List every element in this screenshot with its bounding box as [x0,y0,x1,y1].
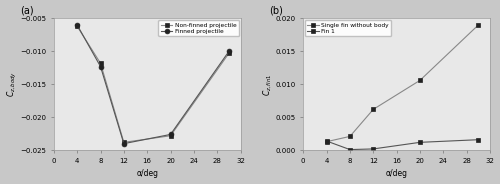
Fin 1 [324,140,330,142]
Legend: Single fin without body, Fin 1: Single fin without body, Fin 1 [305,20,392,36]
Non-finned projectile [121,141,127,144]
Fin 1 [417,141,423,144]
Text: (b): (b) [270,6,283,16]
X-axis label: α/deg: α/deg [136,169,158,178]
Fin 1 [347,148,353,151]
Finned projectile [98,66,103,68]
Single fin without body [370,108,376,110]
Legend: Non-finned projectile, Finned projectile: Non-finned projectile, Finned projectile [158,20,239,36]
Line: Fin 1: Fin 1 [324,137,481,152]
Single fin without body [347,135,353,137]
Non-finned projectile [226,52,232,54]
Single fin without body [417,79,423,82]
Y-axis label: $C_{z,fin1}$: $C_{z,fin1}$ [262,73,274,95]
Non-finned projectile [74,25,80,27]
Single fin without body [324,141,330,143]
Fin 1 [370,148,376,150]
Y-axis label: $C_{z,body}$: $C_{z,body}$ [6,71,18,97]
Non-finned projectile [98,62,103,64]
Finned projectile [168,133,173,136]
Line: Single fin without body: Single fin without body [324,23,481,144]
Finned projectile [121,143,127,145]
Fin 1 [476,139,482,141]
Finned projectile [226,50,232,52]
Line: Non-finned projectile: Non-finned projectile [74,24,232,145]
Single fin without body [476,24,482,26]
Line: Finned projectile: Finned projectile [74,23,232,146]
Non-finned projectile [168,135,173,137]
X-axis label: α/deg: α/deg [386,169,407,178]
Text: (a): (a) [20,6,34,16]
Finned projectile [74,24,80,26]
